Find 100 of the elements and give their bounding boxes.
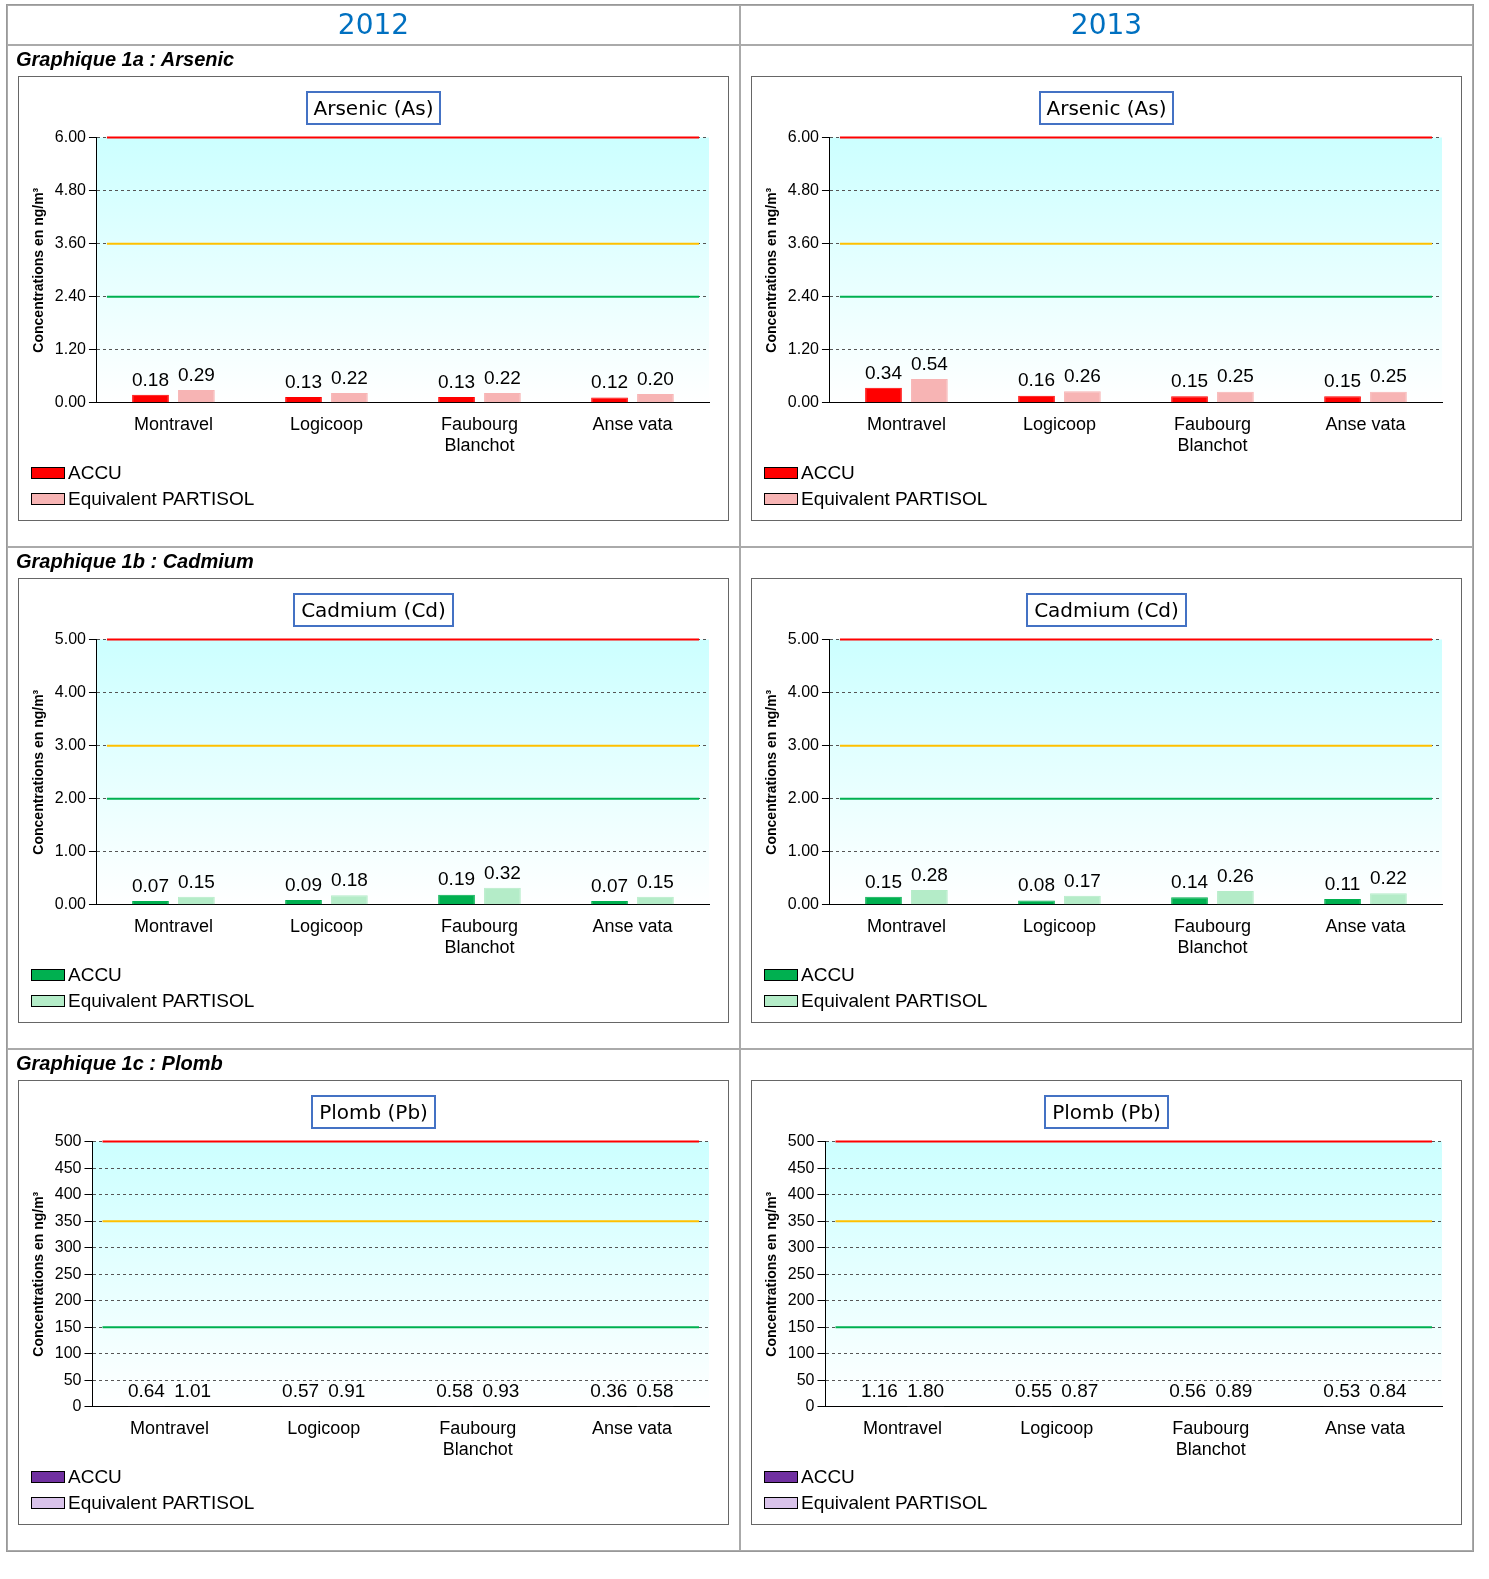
data-label: 0.32 [483,861,521,883]
x-tick-label: Anse vata [1325,915,1407,936]
y-tick-label: 100 [787,1344,815,1362]
y-tick-label: 2.40 [54,287,87,305]
y-tick-label: 0.00 [54,895,87,913]
y-tick-label: 2.00 [787,789,820,807]
y-tick-label: 50 [796,1370,815,1388]
y-tick-label: 400 [787,1185,815,1203]
data-label: 0.57 [282,1380,320,1402]
y-tick-label: 5.00 [54,630,87,648]
data-label: 0.28 [910,863,948,885]
y-tick-label: 6.00 [54,128,87,146]
x-tick-label: Montravel [133,915,213,936]
data-label: 0.09 [285,873,322,895]
y-tick-label: 1.20 [787,340,820,358]
data-label: 0.15 [636,870,674,892]
data-label: 0.19 [438,868,476,890]
data-label: 1.16 [860,1379,898,1401]
y-tick-label: 250 [54,1264,82,1282]
data-label: 0.89 [1215,1380,1253,1402]
y-tick-label: 300 [787,1238,815,1256]
legend-label: Equivalent PARTISOL [67,1491,256,1515]
data-label: 0.29 [177,363,215,385]
chart-subtitle: 2013 [740,5,1473,45]
x-tick-label: Faubourg Blanchot [440,413,519,456]
data-label: 0.64 [127,1380,166,1402]
y-tick-label: 0 [72,1397,82,1415]
y-tick-label: 3.60 [787,234,820,252]
y-tick-label: 400 [54,1185,82,1203]
y-axis-title: Concentrations en ng/m³ [30,1191,47,1357]
y-tick-label: 1.00 [54,842,87,860]
legend-label: ACCU [800,1465,856,1489]
y-tick-label: 4.80 [787,181,820,199]
data-label: 0.18 [132,368,169,390]
data-label: 0.15 [177,870,215,892]
data-label: 0.93 [482,1380,520,1402]
data-label: 0.07 [132,874,169,896]
data-label: 1.80 [907,1379,945,1401]
chart-subtitle: 2012 [7,5,740,45]
y-tick-label: 0.00 [787,895,820,913]
x-tick-label: Faubourg Blanchot [1173,413,1252,456]
x-tick-label: Logicoop [1022,915,1096,936]
text: Graphique 1c : Plomb [15,1051,224,1076]
y-tick-label: 300 [54,1238,82,1256]
x-tick-label: Anse vata [591,1417,673,1438]
legend-label: Equivalent PARTISOL [800,989,989,1013]
y-tick-label: 4.00 [54,683,87,701]
data-label: 0.26 [1063,365,1101,387]
data-label: 0.84 [1369,1380,1407,1402]
data-label: 0.15 [865,870,902,892]
y-tick-label: 250 [787,1264,815,1282]
x-tick-label: Montravel [866,915,946,936]
x-tick-label: Montravel [866,413,946,434]
data-label: 0.12 [591,371,629,393]
y-tick-label: 1.00 [787,842,820,860]
y-tick-label: 100 [54,1344,82,1362]
chart-title: Cadmium (Cd) [1026,593,1187,627]
legend-label: Equivalent PARTISOL [800,1491,989,1515]
text: Graphique 1a : Arsenic [15,47,236,72]
y-axis-title: Concentrations en ng/m³ [763,689,780,855]
x-tick-label: Anse vata [1324,1417,1406,1438]
data-label: 0.11 [1324,872,1361,894]
data-label: 0.53 [1323,1380,1361,1402]
y-tick-label: 1.20 [54,340,87,358]
y-tick-label: 2.00 [54,789,87,807]
chart-title: Plomb (Pb) [311,1095,436,1129]
legend-label: Equivalent PARTISOL [67,989,256,1013]
y-tick-label: 3.60 [54,234,87,252]
data-label: 0.56 [1169,1380,1207,1402]
data-label: 0.87 [1061,1380,1099,1402]
data-label: 0.26 [1216,864,1254,886]
data-label: 0.15 [1324,369,1362,391]
y-tick-label: 6.00 [787,128,820,146]
data-label: 0.15 [1171,369,1209,391]
y-tick-label: 500 [54,1132,82,1150]
y-tick-label: 0 [805,1397,815,1415]
data-label: 0.20 [636,367,674,389]
legend-label: ACCU [800,963,856,987]
y-tick-label: 500 [787,1132,815,1150]
data-label: 0.13 [438,370,476,392]
legend-label: ACCU [67,963,123,987]
y-tick-label: 150 [787,1317,815,1335]
y-tick-label: 450 [54,1158,82,1176]
x-tick-label: Logicoop [289,915,363,936]
y-axis-title: Concentrations en ng/m³ [763,187,780,353]
data-label: 0.25 [1369,365,1407,387]
x-tick-label: Faubourg Blanchot [1173,915,1252,958]
data-label: 0.14 [1171,871,1209,893]
x-tick-label: Anse vata [592,413,674,434]
y-tick-label: 3.00 [787,736,820,754]
x-tick-label: Montravel [863,1417,943,1438]
chart-title: Arsenic (As) [305,91,442,125]
chart-title: Arsenic (As) [1038,91,1175,125]
y-tick-label: 4.00 [787,683,820,701]
data-label: 0.54 [910,352,949,374]
x-tick-label: Logicoop [289,413,363,434]
data-label: 0.55 [1015,1380,1053,1402]
x-tick-label: Logicoop [1020,1417,1094,1438]
data-label: 1.01 [174,1380,212,1401]
y-axis-title: Concentrations en ng/m³ [763,1191,780,1357]
